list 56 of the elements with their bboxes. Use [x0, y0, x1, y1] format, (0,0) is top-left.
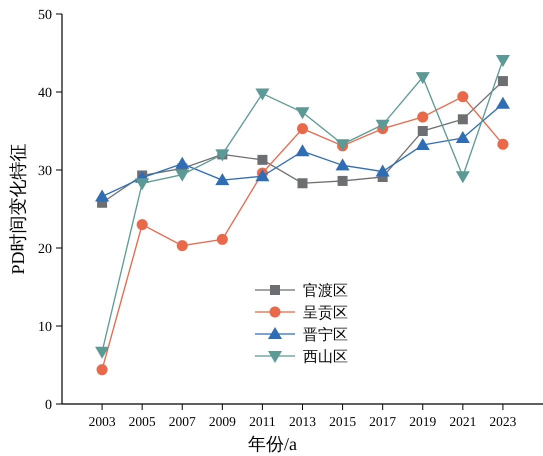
point — [175, 170, 190, 182]
point — [496, 55, 510, 68]
y-axis-title: PD时间变化特征 — [8, 143, 28, 275]
x-tick-label: 2021 — [449, 414, 476, 429]
x-axis-title: 年份/a — [248, 434, 297, 454]
y-tick-label: 10 — [38, 320, 52, 335]
point — [297, 123, 308, 134]
point — [296, 107, 310, 120]
point — [255, 88, 270, 101]
x-tick-label: 2005 — [128, 414, 156, 429]
x-tick-label: 2015 — [329, 414, 356, 429]
point — [417, 111, 428, 122]
legend-label: 官渡区 — [303, 282, 348, 300]
point — [456, 131, 470, 144]
point — [457, 91, 468, 102]
point — [376, 120, 390, 132]
point — [176, 240, 188, 252]
x-tick-label: 2011 — [249, 414, 276, 429]
x-tick-label: 2017 — [369, 414, 396, 429]
x-tick-label: 2013 — [289, 414, 316, 429]
point — [298, 178, 308, 188]
point — [416, 138, 430, 150]
point — [255, 169, 270, 182]
point — [135, 178, 150, 190]
x-tick-label: 2023 — [489, 414, 517, 429]
point — [95, 346, 110, 359]
point — [338, 176, 348, 186]
x-tick-label: 2007 — [168, 414, 196, 429]
y-tick-label: 40 — [38, 86, 52, 101]
y-tick-label: 50 — [38, 8, 52, 23]
x-tick-label: 2009 — [208, 414, 236, 429]
point — [296, 144, 310, 156]
point — [458, 114, 468, 124]
y-tick-label: 20 — [38, 242, 52, 257]
point — [416, 72, 430, 84]
point — [216, 234, 228, 245]
point — [336, 158, 350, 170]
point — [418, 126, 428, 136]
point — [498, 76, 508, 86]
point — [175, 156, 190, 169]
y-tick-label: 0 — [45, 398, 52, 413]
point — [136, 219, 148, 230]
legend-label: 呈贡区 — [303, 305, 348, 322]
y-tick-label: 30 — [38, 164, 52, 179]
x-tick-label: 2003 — [88, 414, 116, 429]
x-tick-label: 2019 — [409, 414, 436, 429]
point — [215, 173, 230, 186]
point — [96, 364, 108, 376]
point — [257, 154, 268, 165]
point — [456, 171, 470, 184]
point — [95, 190, 110, 202]
point — [496, 96, 510, 109]
point — [497, 138, 508, 150]
legend-label: 西山区 — [303, 348, 348, 366]
legend-label: 晋宁区 — [303, 326, 348, 344]
point — [376, 164, 390, 177]
